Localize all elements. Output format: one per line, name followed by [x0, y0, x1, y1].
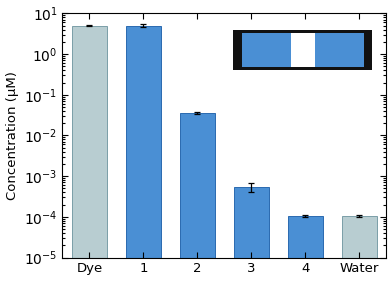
Bar — [234, 187, 269, 281]
Bar — [72, 26, 107, 281]
Bar — [291, 33, 315, 67]
Y-axis label: Concentration (μM): Concentration (μM) — [5, 71, 18, 200]
Bar — [315, 33, 364, 67]
Bar — [241, 33, 291, 67]
Bar — [233, 30, 372, 70]
Bar — [342, 216, 377, 281]
Bar — [126, 26, 161, 281]
Bar — [288, 216, 323, 281]
Bar — [180, 113, 215, 281]
